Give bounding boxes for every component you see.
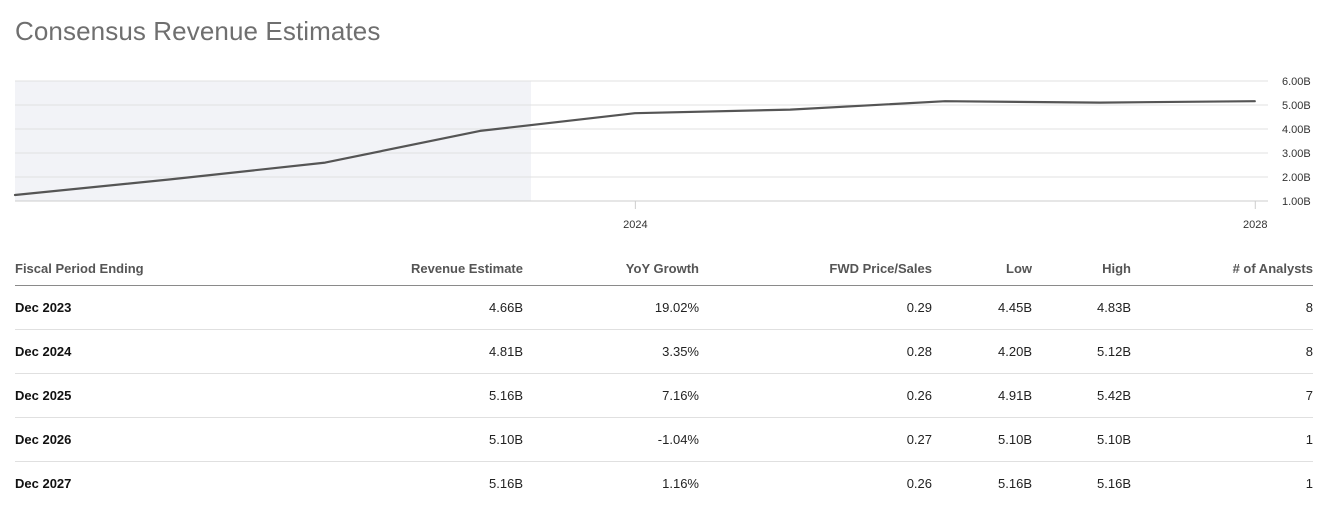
cell-num-analysts: 8 xyxy=(1131,329,1313,374)
table-row: Dec 2026 5.10B -1.04% 0.27 5.10B 5.10B 1 xyxy=(15,417,1313,462)
cell-num-analysts: 1 xyxy=(1305,475,1313,491)
x-tick-label: 2028 xyxy=(1243,219,1267,231)
y-tick-label: 6.00B xyxy=(1282,76,1311,88)
cell-low: 5.10B xyxy=(932,417,1032,462)
revenue-line-chart: 1.00B 2.00B 3.00B 4.00B 5.00B 6.00B 2024 2028 xyxy=(13,76,1311,231)
y-tick-label: 2.00B xyxy=(1282,172,1311,184)
cell-revenue-estimate: 5.10B xyxy=(273,417,523,462)
cell-num-analysts: 7 xyxy=(1131,373,1313,418)
x-tick-label: 2024 xyxy=(623,219,647,231)
cell-fiscal-period: Dec 2027 xyxy=(15,475,72,491)
page-title: Consensus Revenue Estimates xyxy=(15,16,381,46)
cell-high: 5.12B xyxy=(1032,329,1131,374)
table-row: Dec 2024 4.81B 3.35% 0.28 4.20B 5.12B 8 xyxy=(15,329,1313,374)
y-tick-label: 4.00B xyxy=(1282,124,1311,136)
cell-high: 5.16B xyxy=(1097,475,1131,491)
header-low[interactable]: Low xyxy=(932,252,1032,286)
header-fiscal-period[interactable]: Fiscal Period Ending xyxy=(15,252,273,286)
estimates-table: Fiscal Period Ending Revenue Estimate Yo… xyxy=(15,252,1313,505)
header-high[interactable]: High xyxy=(1032,252,1131,286)
cell-fwd-price-sales: 0.29 xyxy=(699,285,932,330)
cell-revenue-estimate: 5.16B xyxy=(489,475,523,491)
cell-num-analysts: 8 xyxy=(1131,285,1313,330)
cell-high: 5.10B xyxy=(1032,417,1131,462)
cell-fiscal-period: Dec 2026 xyxy=(15,417,273,462)
cell-yoy-growth: -1.04% xyxy=(523,417,699,462)
cell-fiscal-period: Dec 2024 xyxy=(15,329,273,374)
header-revenue-estimate[interactable]: Revenue Estimate xyxy=(273,252,523,286)
cell-revenue-estimate: 4.81B xyxy=(273,329,523,374)
revenue-chart: 1.00B 2.00B 3.00B 4.00B 5.00B 6.00B 2024 2028 xyxy=(0,70,1331,240)
cell-yoy-growth: 19.02% xyxy=(523,285,699,330)
cell-low: 4.91B xyxy=(932,373,1032,418)
table-row: Dec 2025 5.16B 7.16% 0.26 4.91B 5.42B 7 xyxy=(15,373,1313,418)
cell-fwd-price-sales: 0.28 xyxy=(699,329,932,374)
y-tick-label: 3.00B xyxy=(1282,148,1311,160)
cell-high: 4.83B xyxy=(1032,285,1131,330)
cell-fiscal-period: Dec 2025 xyxy=(15,373,273,418)
cell-yoy-growth: 7.16% xyxy=(523,373,699,418)
cell-fwd-price-sales: 0.26 xyxy=(906,475,932,491)
cell-high: 5.42B xyxy=(1032,373,1131,418)
header-yoy-growth[interactable]: YoY Growth xyxy=(523,252,699,286)
y-tick-label: 1.00B xyxy=(1282,196,1311,208)
revenue-series-line xyxy=(13,100,1256,197)
y-tick-label: 5.00B xyxy=(1282,100,1311,112)
header-num-analysts[interactable]: # of Analysts xyxy=(1131,252,1313,286)
header-fwd-price-sales[interactable]: FWD Price/Sales xyxy=(699,252,932,286)
cell-yoy-growth: 3.35% xyxy=(523,329,699,374)
cell-revenue-estimate: 4.66B xyxy=(273,285,523,330)
cell-yoy-growth: 1.16% xyxy=(662,475,699,491)
cell-revenue-estimate: 5.16B xyxy=(273,373,523,418)
table-row: Dec 2023 4.66B 19.02% 0.29 4.45B 4.83B 8 xyxy=(15,285,1313,330)
table-header-row: Fiscal Period Ending Revenue Estimate Yo… xyxy=(15,252,1313,286)
cell-low: 5.16B xyxy=(998,475,1032,491)
cell-low: 4.20B xyxy=(932,329,1032,374)
table-row: Dec 2027 5.16B 1.16% 0.26 5.16B 5.16B 1 xyxy=(15,461,1313,505)
historical-shade xyxy=(15,81,531,201)
cell-fwd-price-sales: 0.27 xyxy=(699,417,932,462)
cell-low: 4.45B xyxy=(932,285,1032,330)
cell-fwd-price-sales: 0.26 xyxy=(699,373,932,418)
cell-num-analysts: 1 xyxy=(1131,417,1313,462)
cell-fiscal-period: Dec 2023 xyxy=(15,285,273,330)
